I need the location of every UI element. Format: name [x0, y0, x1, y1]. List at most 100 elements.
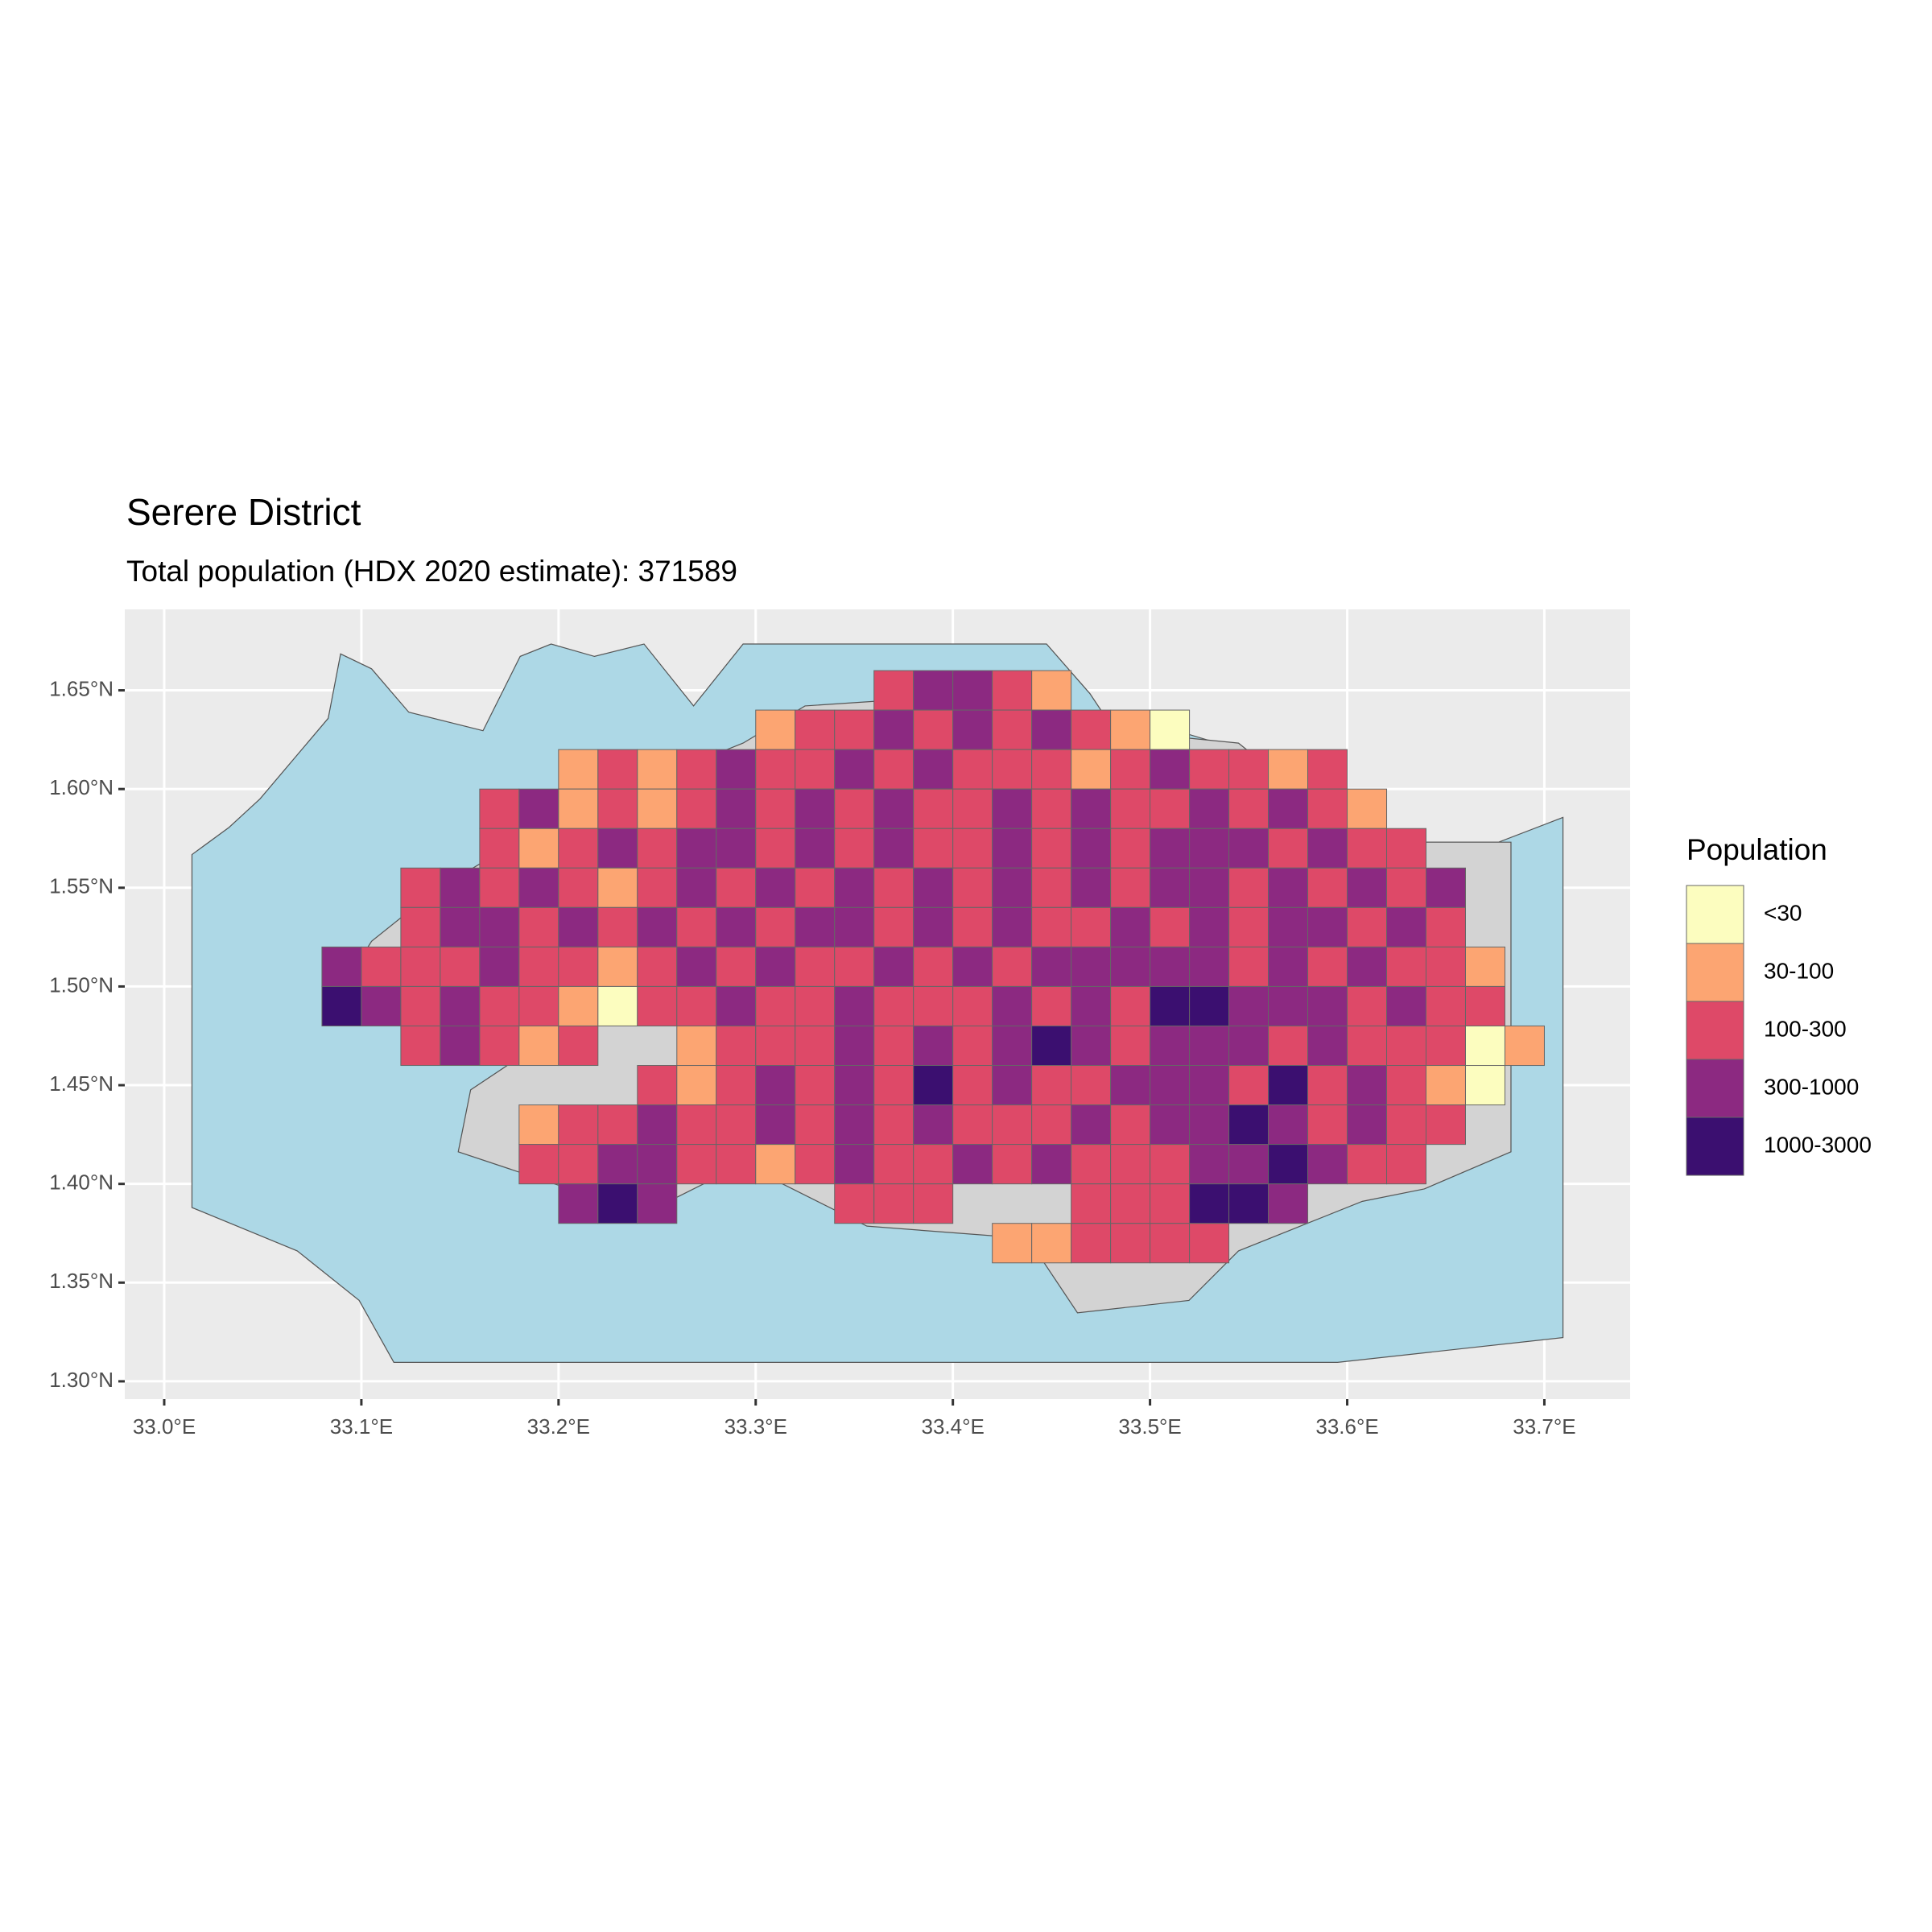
population-cell: [597, 1104, 638, 1146]
population-cell: [952, 985, 993, 1026]
population-cell: [913, 1144, 954, 1185]
population-cell: [1228, 1144, 1269, 1185]
population-cell: [913, 749, 954, 790]
population-cell: [637, 906, 678, 947]
population-cell: [1071, 1223, 1112, 1264]
population-cell: [952, 906, 993, 947]
y-tick-label: 1.60°N: [49, 775, 114, 799]
population-cell: [1071, 985, 1112, 1026]
population-cell: [1150, 985, 1191, 1026]
population-cell: [1189, 867, 1230, 908]
population-cell: [1031, 828, 1072, 869]
population-cell: [1110, 1183, 1151, 1224]
population-cell: [873, 867, 914, 908]
population-cell: [795, 749, 836, 790]
population-cell: [1189, 1065, 1230, 1106]
population-cell: [1228, 1065, 1269, 1106]
population-cell: [597, 749, 638, 790]
population-cell: [1071, 828, 1112, 869]
population-cell: [1150, 709, 1191, 750]
population-cell: [1150, 1183, 1191, 1224]
population-cell: [795, 1025, 836, 1067]
population-cell: [637, 867, 678, 908]
population-cell: [637, 946, 678, 987]
x-tick-label: 33.3°E: [724, 1414, 787, 1439]
population-cell: [1150, 946, 1191, 987]
population-cell: [1347, 788, 1388, 829]
population-cell: [1268, 788, 1309, 829]
population-cell: [1110, 828, 1151, 869]
population-cell: [834, 709, 875, 750]
population-cell: [400, 1025, 441, 1067]
population-cell: [952, 946, 993, 987]
y-tick-label: 1.40°N: [49, 1170, 114, 1195]
x-tick-label: 33.7°E: [1513, 1414, 1575, 1439]
population-cell: [873, 1104, 914, 1146]
population-cell: [1071, 1025, 1112, 1067]
population-cell: [992, 946, 1033, 987]
population-cell: [913, 1183, 954, 1224]
population-cell: [1031, 906, 1072, 947]
population-cell: [1386, 1104, 1427, 1146]
population-cell: [597, 1183, 638, 1224]
population-cell: [1110, 1065, 1151, 1106]
population-cell: [952, 867, 993, 908]
population-cell: [1307, 1065, 1348, 1106]
population-cell: [558, 946, 599, 987]
population-cell: [1228, 867, 1269, 908]
population-cell: [1228, 985, 1269, 1026]
population-cell: [952, 709, 993, 750]
population-cell: [1464, 946, 1505, 987]
population-cell: [637, 1065, 678, 1106]
population-cell: [952, 788, 993, 829]
population-cell: [716, 985, 757, 1026]
legend-key: [1686, 1059, 1744, 1118]
population-cell: [952, 670, 993, 711]
population-cell: [1504, 1025, 1545, 1067]
population-cell: [1071, 749, 1112, 790]
y-tick-label: 1.45°N: [49, 1071, 114, 1096]
population-cell: [597, 1144, 638, 1185]
population-cell: [795, 1144, 836, 1185]
population-cell: [1464, 985, 1505, 1026]
population-cell: [913, 828, 954, 869]
population-cell: [676, 867, 717, 908]
population-cell: [1228, 788, 1269, 829]
population-cell: [1426, 1025, 1466, 1067]
population-cell: [1110, 867, 1151, 908]
population-cell: [558, 906, 599, 947]
population-cell: [873, 1183, 914, 1224]
population-cell: [834, 867, 875, 908]
population-cell: [716, 749, 757, 790]
population-cell: [558, 828, 599, 869]
population-cell: [1031, 1104, 1072, 1146]
population-cell: [1189, 1223, 1230, 1264]
population-cell: [597, 867, 638, 908]
population-cell: [1386, 906, 1427, 947]
population-cell: [1189, 946, 1230, 987]
population-cell: [1386, 1144, 1427, 1185]
population-cell: [1031, 1223, 1072, 1264]
population-cell: [1386, 1025, 1427, 1067]
population-cell: [1150, 867, 1191, 908]
population-cell: [479, 985, 520, 1026]
legend-key: [1686, 885, 1744, 944]
population-cell: [873, 906, 914, 947]
population-cell: [795, 709, 836, 750]
population-cell: [992, 1104, 1033, 1146]
population-cell: [1347, 867, 1388, 908]
population-cell: [1110, 906, 1151, 947]
population-cell: [1464, 1025, 1505, 1067]
population-cell: [1189, 906, 1230, 947]
population-cell: [1228, 1025, 1269, 1067]
population-cell: [834, 985, 875, 1026]
population-cell: [558, 1183, 599, 1224]
legend-key: [1686, 1117, 1744, 1176]
population-cell: [716, 828, 757, 869]
population-cell: [1268, 1183, 1309, 1224]
population-cell: [834, 749, 875, 790]
population-cell: [755, 867, 796, 908]
population-cell: [1347, 1144, 1388, 1185]
population-cell: [676, 1104, 717, 1146]
population-cell: [1307, 946, 1348, 987]
